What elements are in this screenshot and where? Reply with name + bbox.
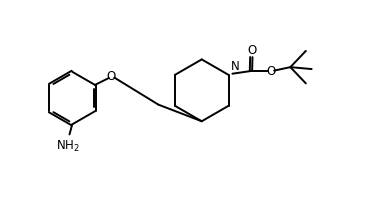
Text: O: O — [247, 44, 256, 57]
Text: N: N — [231, 60, 239, 73]
Text: O: O — [267, 65, 275, 78]
Text: NH$_2$: NH$_2$ — [55, 139, 80, 154]
Text: O: O — [107, 70, 116, 83]
